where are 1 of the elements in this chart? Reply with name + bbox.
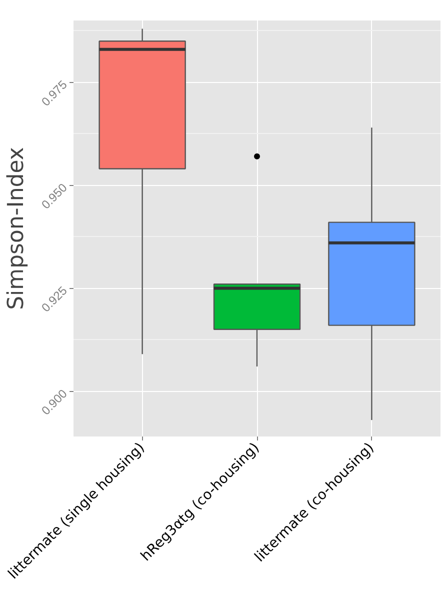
- y-axis-title: Simpson-Index: [4, 147, 29, 310]
